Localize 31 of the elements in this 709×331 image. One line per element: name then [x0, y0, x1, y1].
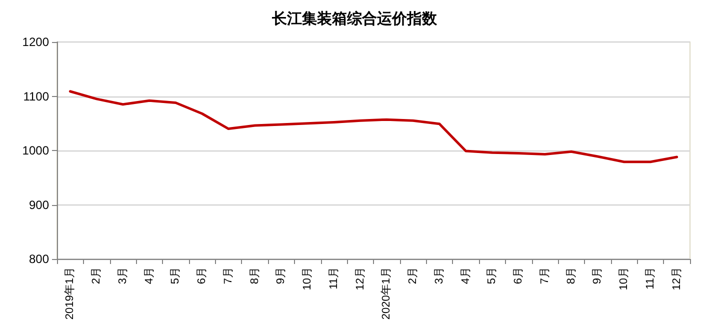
- chart-title: 长江集装箱综合运价指数: [271, 10, 438, 28]
- x-tick-label: 5月: [170, 267, 182, 284]
- x-tick-label: 6月: [196, 267, 208, 284]
- y-tick-label: 900: [28, 198, 50, 212]
- x-tick-label: 4月: [143, 267, 156, 284]
- x-tick-label: 7月: [222, 267, 234, 284]
- y-tick-label: 800: [28, 252, 50, 266]
- x-tick-label: 10月: [302, 267, 314, 290]
- x-tick-label: 2月: [90, 267, 103, 284]
- x-tick-label: 4月: [460, 267, 472, 284]
- x-tick-label: 12月: [670, 267, 683, 290]
- x-tick-label: 9月: [275, 267, 288, 284]
- x-tick-label: 8月: [248, 267, 261, 284]
- y-tick-label: 1100: [23, 89, 50, 104]
- x-tick-label: 2019年1月: [64, 267, 76, 320]
- x-tick-label: 3月: [433, 267, 446, 284]
- x-tick-label: 11月: [328, 267, 340, 290]
- x-tick-label: 8月: [565, 267, 578, 284]
- x-tick-label: 5月: [486, 267, 498, 284]
- x-tick-label: 3月: [116, 267, 129, 284]
- x-tick-label: 12月: [354, 267, 366, 290]
- y-tick-label: 1200: [22, 35, 50, 49]
- line-series: [68, 90, 678, 164]
- x-tick-label: 11月: [644, 267, 656, 290]
- x-tick-label: 7月: [538, 267, 551, 284]
- y-tick-label: 1000: [22, 144, 50, 158]
- x-tick-label: 9月: [592, 267, 604, 284]
- x-tick-label: 2月: [407, 267, 420, 284]
- x-tick-label: 10月: [618, 267, 630, 290]
- x-tick-label: 6月: [512, 267, 525, 284]
- x-tick-label: 2020年1月: [380, 267, 393, 320]
